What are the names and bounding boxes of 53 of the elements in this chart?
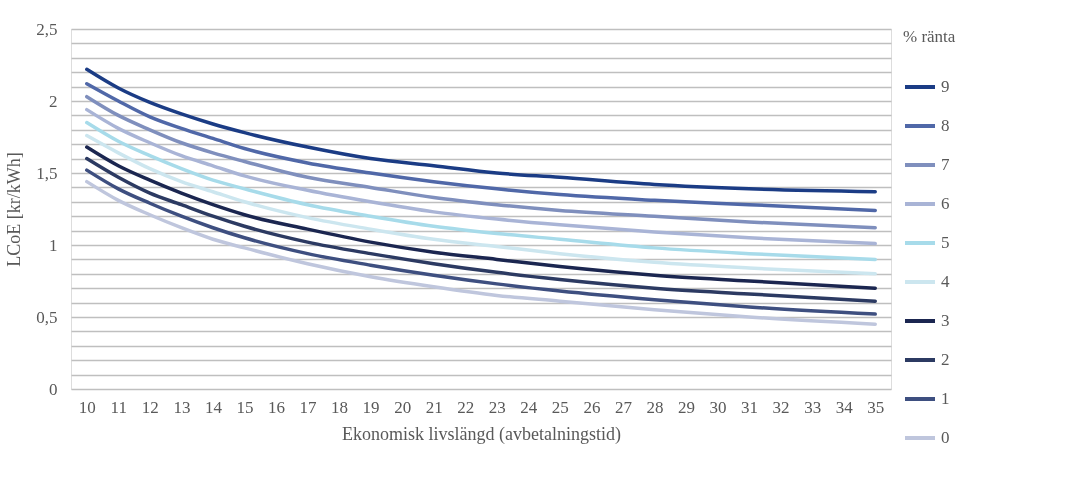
legend-label: 4 [941,272,950,291]
y-axis-title: LCoE [kr/kWh] [4,152,25,267]
x-tick-label: 24 [520,397,538,417]
line-series [85,145,877,290]
line-series [85,156,877,303]
x-tick-label: 19 [362,397,380,417]
line-series [85,133,877,276]
legend-label: 8 [941,116,950,135]
y-tick-label: 0 [49,379,58,399]
y-tick-label: 1,5 [36,163,58,183]
x-tick-label: 17 [299,397,318,417]
x-tick-label: 30 [709,397,727,417]
legend-label: 0 [941,428,950,447]
x-tick-label: 31 [741,397,759,417]
x-tick-label: 20 [394,397,412,417]
legend-label: 7 [941,155,950,174]
x-tick-label: 25 [551,397,569,417]
x-tick-label: 32 [772,397,790,417]
legend-label: 6 [941,194,950,213]
line-series [85,94,877,230]
x-tick-label: 29 [678,397,695,417]
x-tick-label: 15 [236,397,254,417]
y-tick-label: 0,5 [36,307,58,327]
legend-label: 3 [941,311,950,330]
y-tick-label: 2,5 [36,19,58,39]
x-tick-label: 12 [141,397,159,417]
x-tick-label: 23 [488,397,506,417]
legend-label: 9 [941,77,950,96]
legend-label: 5 [941,233,950,252]
x-tick-label: 11 [110,397,127,417]
x-axis-title: Ekonomisk livslängd (avbetalningstid) [342,423,621,445]
line-series [85,120,877,262]
legend-label: 1 [941,389,950,408]
x-tick-label: 10 [78,397,96,417]
x-tick-label: 21 [425,397,443,417]
legend-title: % ränta [903,27,956,46]
line-series [85,67,877,194]
x-tick-label: 35 [867,397,885,417]
x-tick-label: 34 [835,397,854,417]
x-tick-label: 16 [268,397,285,417]
x-tick-label: 14 [204,397,223,417]
x-tick-label: 18 [331,397,349,417]
y-tick-label: 2 [49,91,58,111]
x-tick-label: 27 [614,397,633,417]
x-tick-label: 13 [173,397,191,417]
x-tick-label: 22 [457,397,475,417]
legend-label: 2 [941,350,950,369]
line-series [85,81,877,213]
y-tick-label: 1 [49,235,58,255]
x-tick-label: 33 [804,397,822,417]
line-series [85,107,877,246]
x-tick-label: 28 [646,397,664,417]
x-tick-label: 26 [583,397,601,417]
